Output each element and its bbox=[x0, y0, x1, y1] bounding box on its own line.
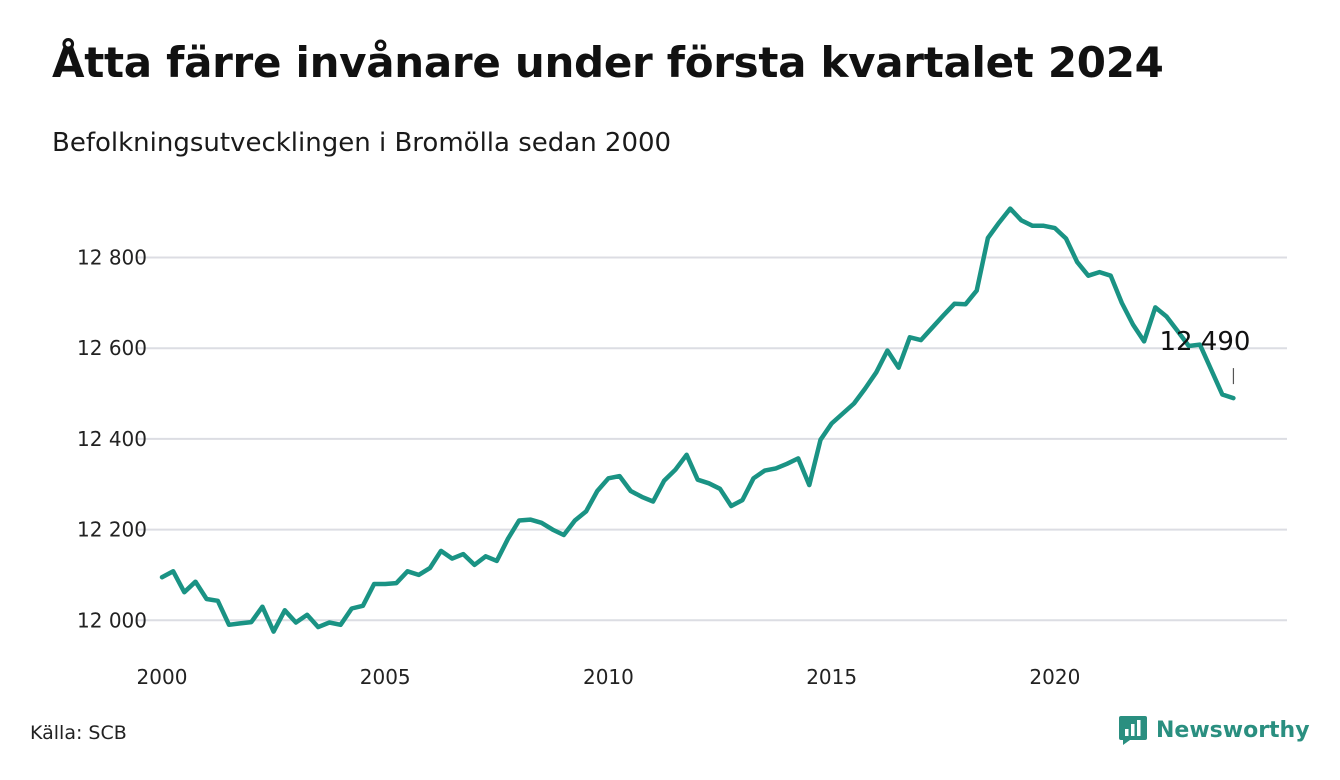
y-tick-label: 12 000 bbox=[77, 608, 147, 632]
y-tick-label: 12 200 bbox=[77, 518, 147, 542]
x-tick-label: 2015 bbox=[806, 665, 857, 689]
annotation-layer: 12 490 bbox=[1159, 327, 1250, 385]
y-axis-ticks: 12 000 12 200 12 400 12 600 12 800 bbox=[77, 246, 147, 633]
chart-title: Åtta färre invånare under första kvartal… bbox=[52, 38, 1164, 87]
gridlines bbox=[136, 256, 1287, 622]
y-tick-label: 12 600 bbox=[77, 336, 147, 360]
x-axis-ticks: 2000 2005 2010 2015 2020 bbox=[137, 665, 1081, 689]
y-tick-label: 12 400 bbox=[77, 427, 147, 451]
chart-subtitle: Befolkningsutvecklingen i Bromölla sedan… bbox=[52, 128, 672, 158]
series-layer bbox=[159, 206, 1236, 634]
newsworthy-logo-icon bbox=[1119, 716, 1147, 745]
x-tick-label: 2020 bbox=[1029, 665, 1080, 689]
brand-name: Newsworthy bbox=[1156, 717, 1310, 743]
brand-logo[interactable]: Newsworthy bbox=[1118, 714, 1310, 746]
annotation-label: 12 490 bbox=[1159, 327, 1250, 357]
x-tick-label: 2000 bbox=[137, 665, 188, 689]
series-line bbox=[159, 206, 1236, 634]
x-tick-label: 2005 bbox=[360, 665, 411, 689]
source-note: Källa: SCB bbox=[30, 722, 127, 744]
x-tick-label: 2010 bbox=[583, 665, 634, 689]
y-tick-label: 12 800 bbox=[77, 246, 147, 270]
